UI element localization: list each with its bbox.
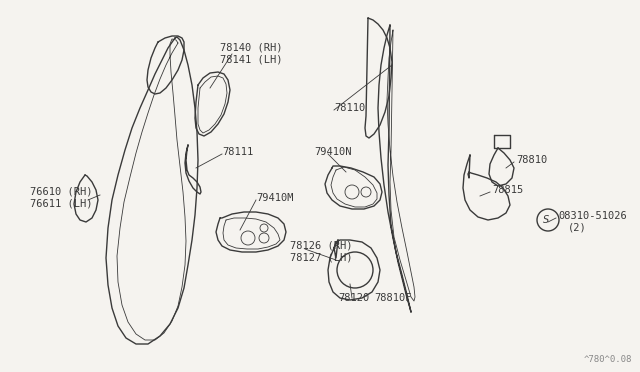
- Text: 76610 (RH): 76610 (RH): [30, 187, 93, 197]
- Text: 78815: 78815: [492, 185, 524, 195]
- Text: 79410N: 79410N: [314, 147, 351, 157]
- Text: ^780^0.08: ^780^0.08: [584, 355, 632, 364]
- Text: 08310-51026: 08310-51026: [558, 211, 627, 221]
- Text: 78810: 78810: [516, 155, 547, 165]
- Text: 78127 (LH): 78127 (LH): [290, 253, 353, 263]
- Text: 78120: 78120: [338, 293, 369, 303]
- Text: 78110: 78110: [334, 103, 365, 113]
- Text: 78111: 78111: [222, 147, 253, 157]
- Text: 78141 (LH): 78141 (LH): [220, 55, 282, 65]
- Text: (2): (2): [568, 223, 587, 233]
- Text: S: S: [543, 215, 549, 225]
- Text: 79410M: 79410M: [256, 193, 294, 203]
- Text: 78810F: 78810F: [374, 293, 412, 303]
- Text: 78126 (RH): 78126 (RH): [290, 241, 353, 251]
- Text: 76611 (LH): 76611 (LH): [30, 199, 93, 209]
- Text: 78140 (RH): 78140 (RH): [220, 43, 282, 53]
